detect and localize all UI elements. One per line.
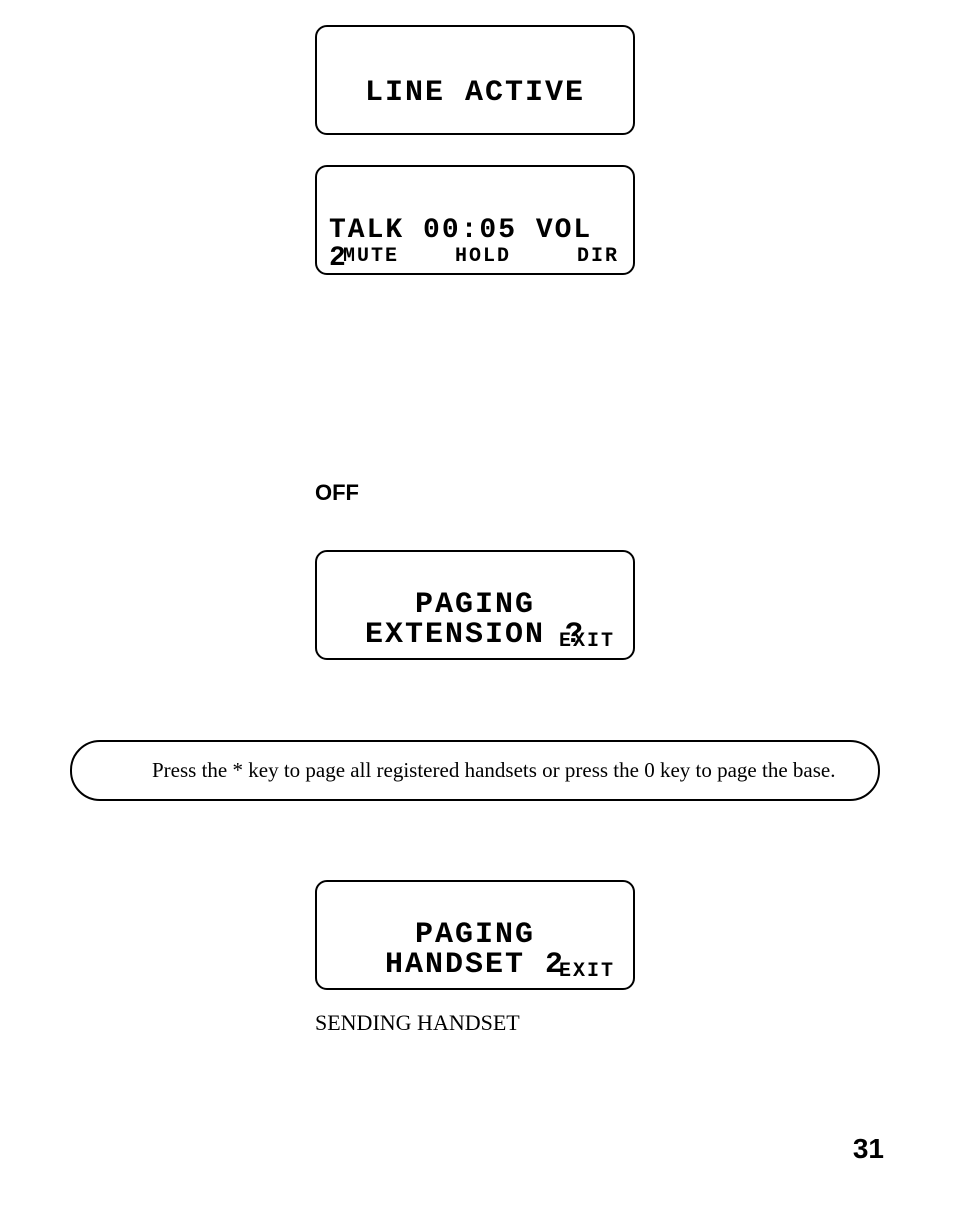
paging-handset-stack: PAGING HANDSET 2 xyxy=(385,920,565,980)
note-text: Press the * key to page all registered h… xyxy=(102,756,848,785)
lcd-screen-talk: TALK 00:05 VOL 2 MUTE HOLD DIR xyxy=(315,165,635,275)
line-active-text: LINE ACTIVE xyxy=(365,78,585,108)
talk-content: TALK 00:05 VOL 2 MUTE HOLD DIR xyxy=(329,217,621,265)
paging-line2: EXTENSION ? xyxy=(365,620,585,650)
paging-line1: PAGING xyxy=(365,590,585,620)
note-callout: Press the * key to page all registered h… xyxy=(70,740,880,801)
exit-label: EXIT xyxy=(559,632,615,652)
exit-label-2: EXIT xyxy=(559,962,615,982)
paging-h-line1: PAGING xyxy=(385,920,565,950)
dir-label: DIR xyxy=(577,247,619,267)
paging-handset-content: PAGING HANDSET 2 EXIT xyxy=(329,890,621,980)
hold-label: HOLD xyxy=(455,247,511,267)
page-number: 31 xyxy=(853,1133,884,1165)
paging-h-line2: HANDSET 2 xyxy=(385,950,565,980)
off-label: OFF xyxy=(315,480,359,506)
lcd-screen-line-active: LINE ACTIVE xyxy=(315,25,635,135)
lcd-screen-paging-handset: PAGING HANDSET 2 EXIT xyxy=(315,880,635,990)
paging-ext-stack: PAGING EXTENSION ? xyxy=(365,590,585,650)
sending-handset-label: SENDING HANDSET xyxy=(315,1010,520,1036)
paging-ext-content: PAGING EXTENSION ? EXIT xyxy=(329,560,621,650)
talk-sub-line: MUTE HOLD DIR xyxy=(329,247,621,267)
lcd-screen-paging-extension: PAGING EXTENSION ? EXIT xyxy=(315,550,635,660)
lcd-content: LINE ACTIVE xyxy=(329,35,621,125)
mute-label: MUTE xyxy=(343,247,399,267)
